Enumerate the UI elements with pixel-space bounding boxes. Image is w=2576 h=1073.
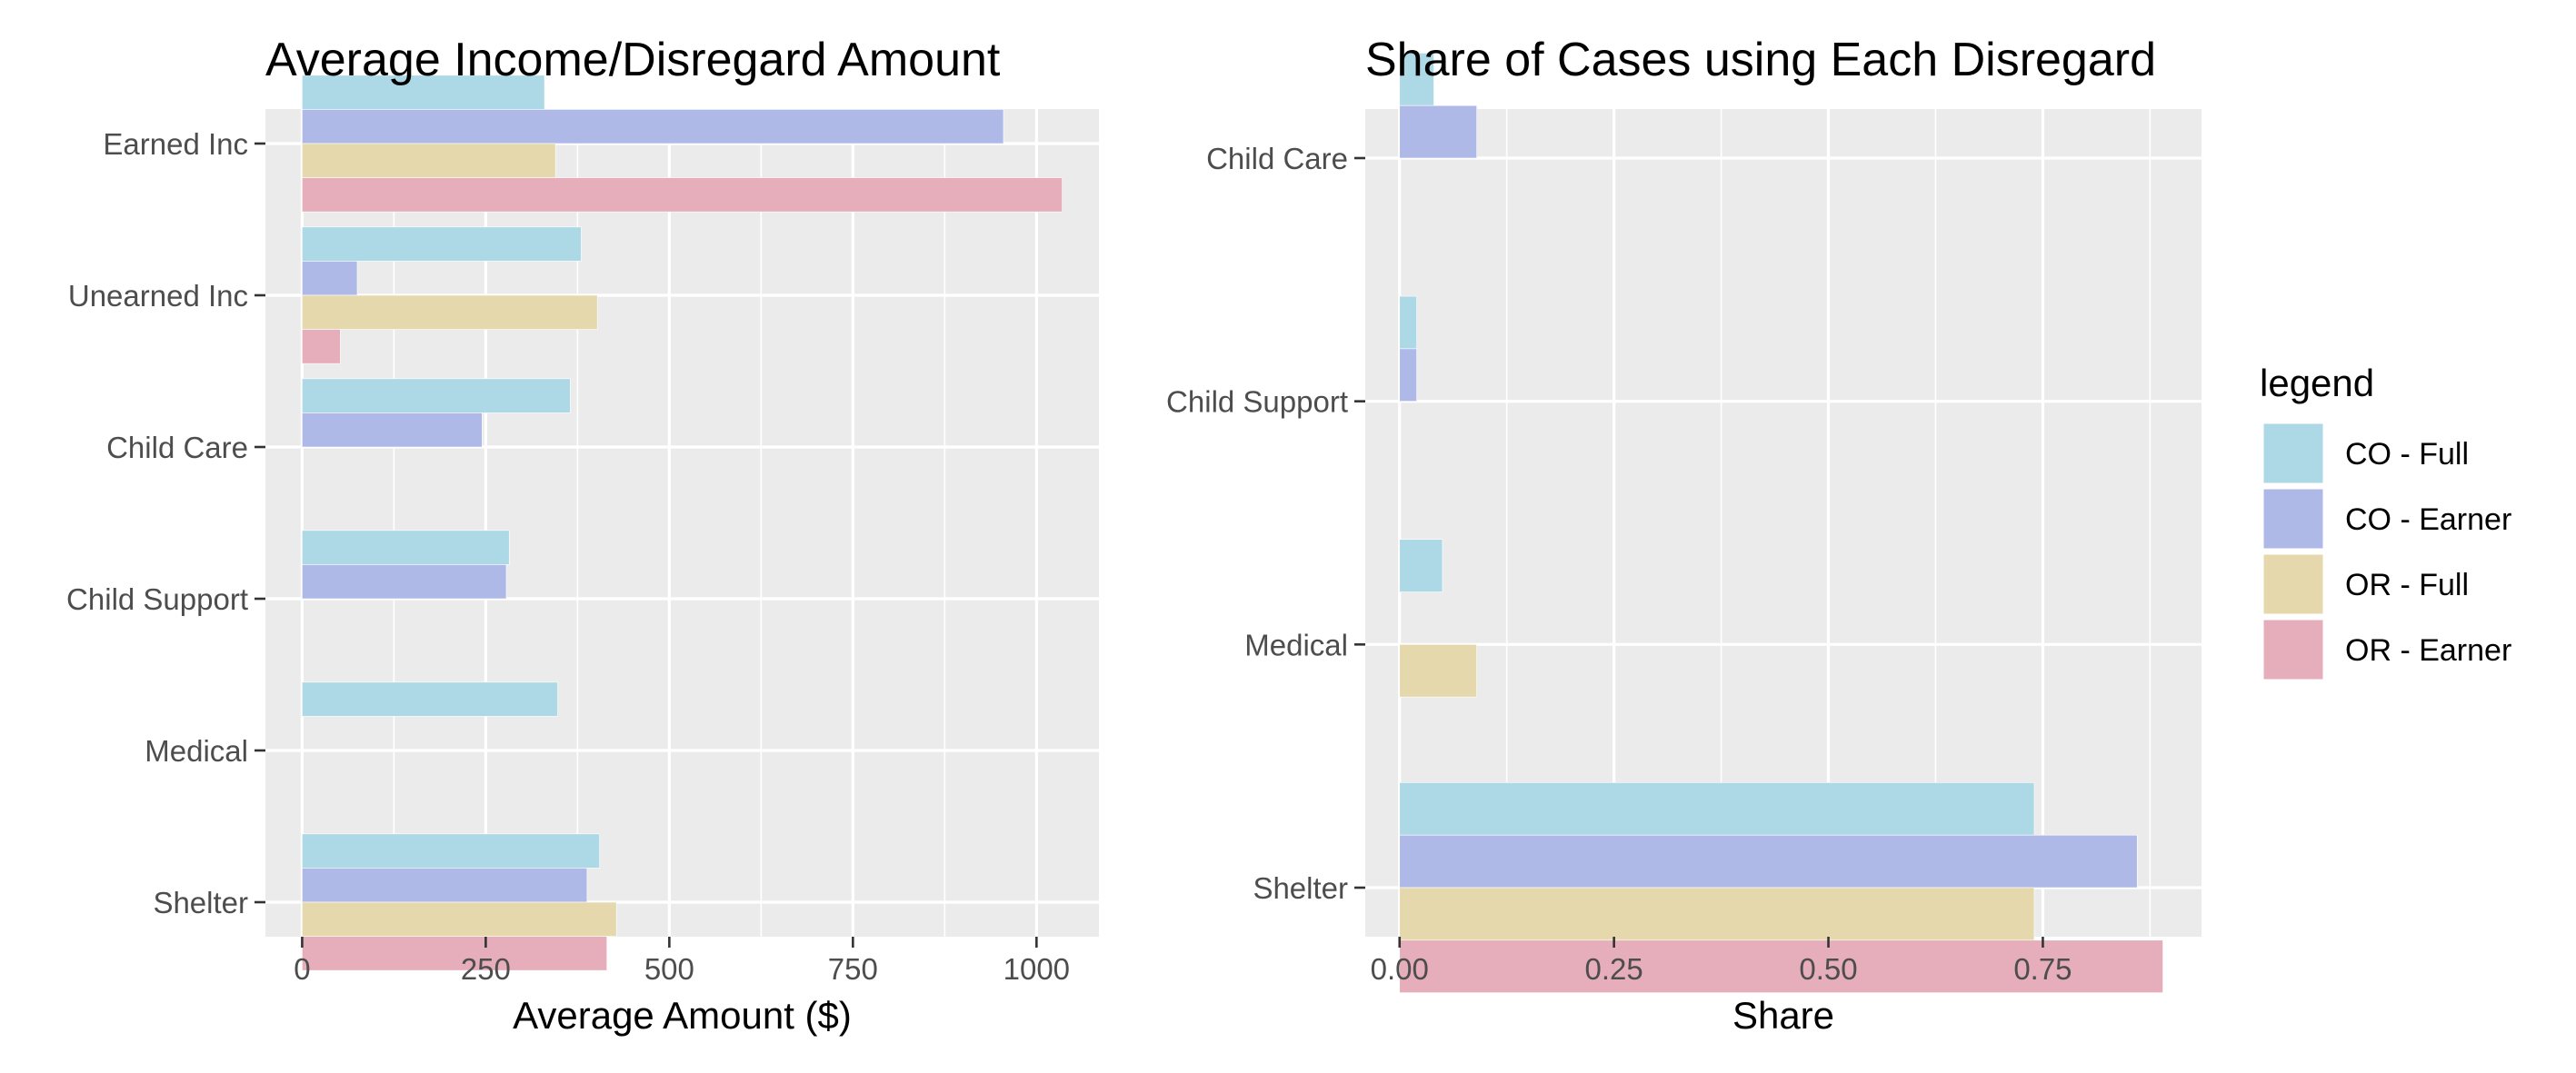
legend-label: CO - Full [2345,437,2469,472]
bar-co-earner-earned-inc [302,109,1004,144]
x-tick-label: 250 [461,952,511,986]
x-tick-label: 0 [294,952,310,986]
y-tick-label: Medical [1244,628,1348,661]
x-tick-label: 0.75 [2013,952,2072,986]
bar-co-full-child-care [1399,53,1434,106]
bar-co-full-child-care [302,378,571,413]
y-tick-label: Child Support [66,582,248,616]
x-tick-label: 750 [828,952,878,986]
y-tick-label: Shelter [153,886,248,919]
bar-or-full-unearned-inc [302,294,598,330]
x-tick-label: 0.00 [1371,952,1429,986]
x-tick-label: 0.50 [1799,952,1857,986]
chart-panel-2: Child Care Child Support Medical Shelter 0.0… [1166,34,2202,1037]
legend-title: legend [2260,362,2374,404]
legend-item: CO - Full [2262,422,2469,484]
x-tick-label: 1000 [1003,952,1070,986]
legend-label: OR - Full [2345,568,2469,602]
bar-or-full-medical [1399,644,1477,698]
legend-label: CO - Earner [2345,502,2511,537]
bar-co-earner-shelter [302,868,588,903]
bar-or-earner-earned-inc [302,177,1063,213]
bar-or-earner-shelter [302,936,607,971]
legend-item: OR - Full [2262,553,2469,615]
bar-or-earner-unearned-inc [302,329,341,364]
y-tick-label: Child Support [1166,385,1348,419]
x-tick-label: 500 [644,952,694,986]
legend-item: CO - Earner [2262,488,2511,550]
bar-or-full-shelter [1399,887,2035,941]
x-axis-label: Average Amount ($) [513,994,852,1037]
bar-co-full-shelter [302,833,600,869]
legend-swatch [2262,488,2324,550]
y-tick-label: Medical [145,734,248,768]
bar-or-full-shelter [302,901,617,937]
bar-co-full-child-support [1399,295,1417,350]
bar-co-full-child-support [302,530,510,565]
x-axis-label: Share [1732,994,1834,1037]
bar-co-earner-child-support [1399,348,1417,402]
legend: legend CO - Full CO - Earner OR - Full OR - … [2260,362,2511,681]
x-tick-label: 0.25 [1585,952,1643,986]
y-tick-label: Child Care [106,431,248,464]
bar-or-earner-shelter [1399,939,2163,993]
legend-item: OR - Earner [2262,619,2511,681]
bar-co-earner-unearned-inc [302,261,358,296]
chart-title: Average Income/Disregard Amount [265,34,1001,86]
legend-label: OR - Earner [2345,633,2511,668]
bar-co-full-shelter [1399,782,2035,836]
bar-co-earner-child-care [302,412,483,448]
bar-co-earner-child-support [302,564,507,600]
legend-swatch [2262,553,2324,615]
y-tick-label: Earned Inc [103,127,248,161]
chart-title: Share of Cases using Each Disregard [1365,34,2156,86]
y-tick-label: Child Care [1206,142,1348,175]
bar-co-full-medical [302,681,558,717]
bar-co-earner-shelter [1399,834,2138,889]
bar-co-full-unearned-inc [302,226,582,262]
bar-co-full-medical [1399,539,1443,592]
bar-co-earner-child-care [1399,104,1477,159]
y-tick-label: Shelter [1253,871,1348,905]
bar-or-full-earned-inc [302,143,556,178]
y-tick-label: Unearned Inc [68,279,248,313]
legend-swatch [2262,422,2324,484]
chart-panel-1: Earned Inc Unearned Inc Child Care Child Su… [66,34,1099,1037]
legend-swatch [2262,619,2324,681]
bar-co-full-earned-inc [302,75,545,110]
